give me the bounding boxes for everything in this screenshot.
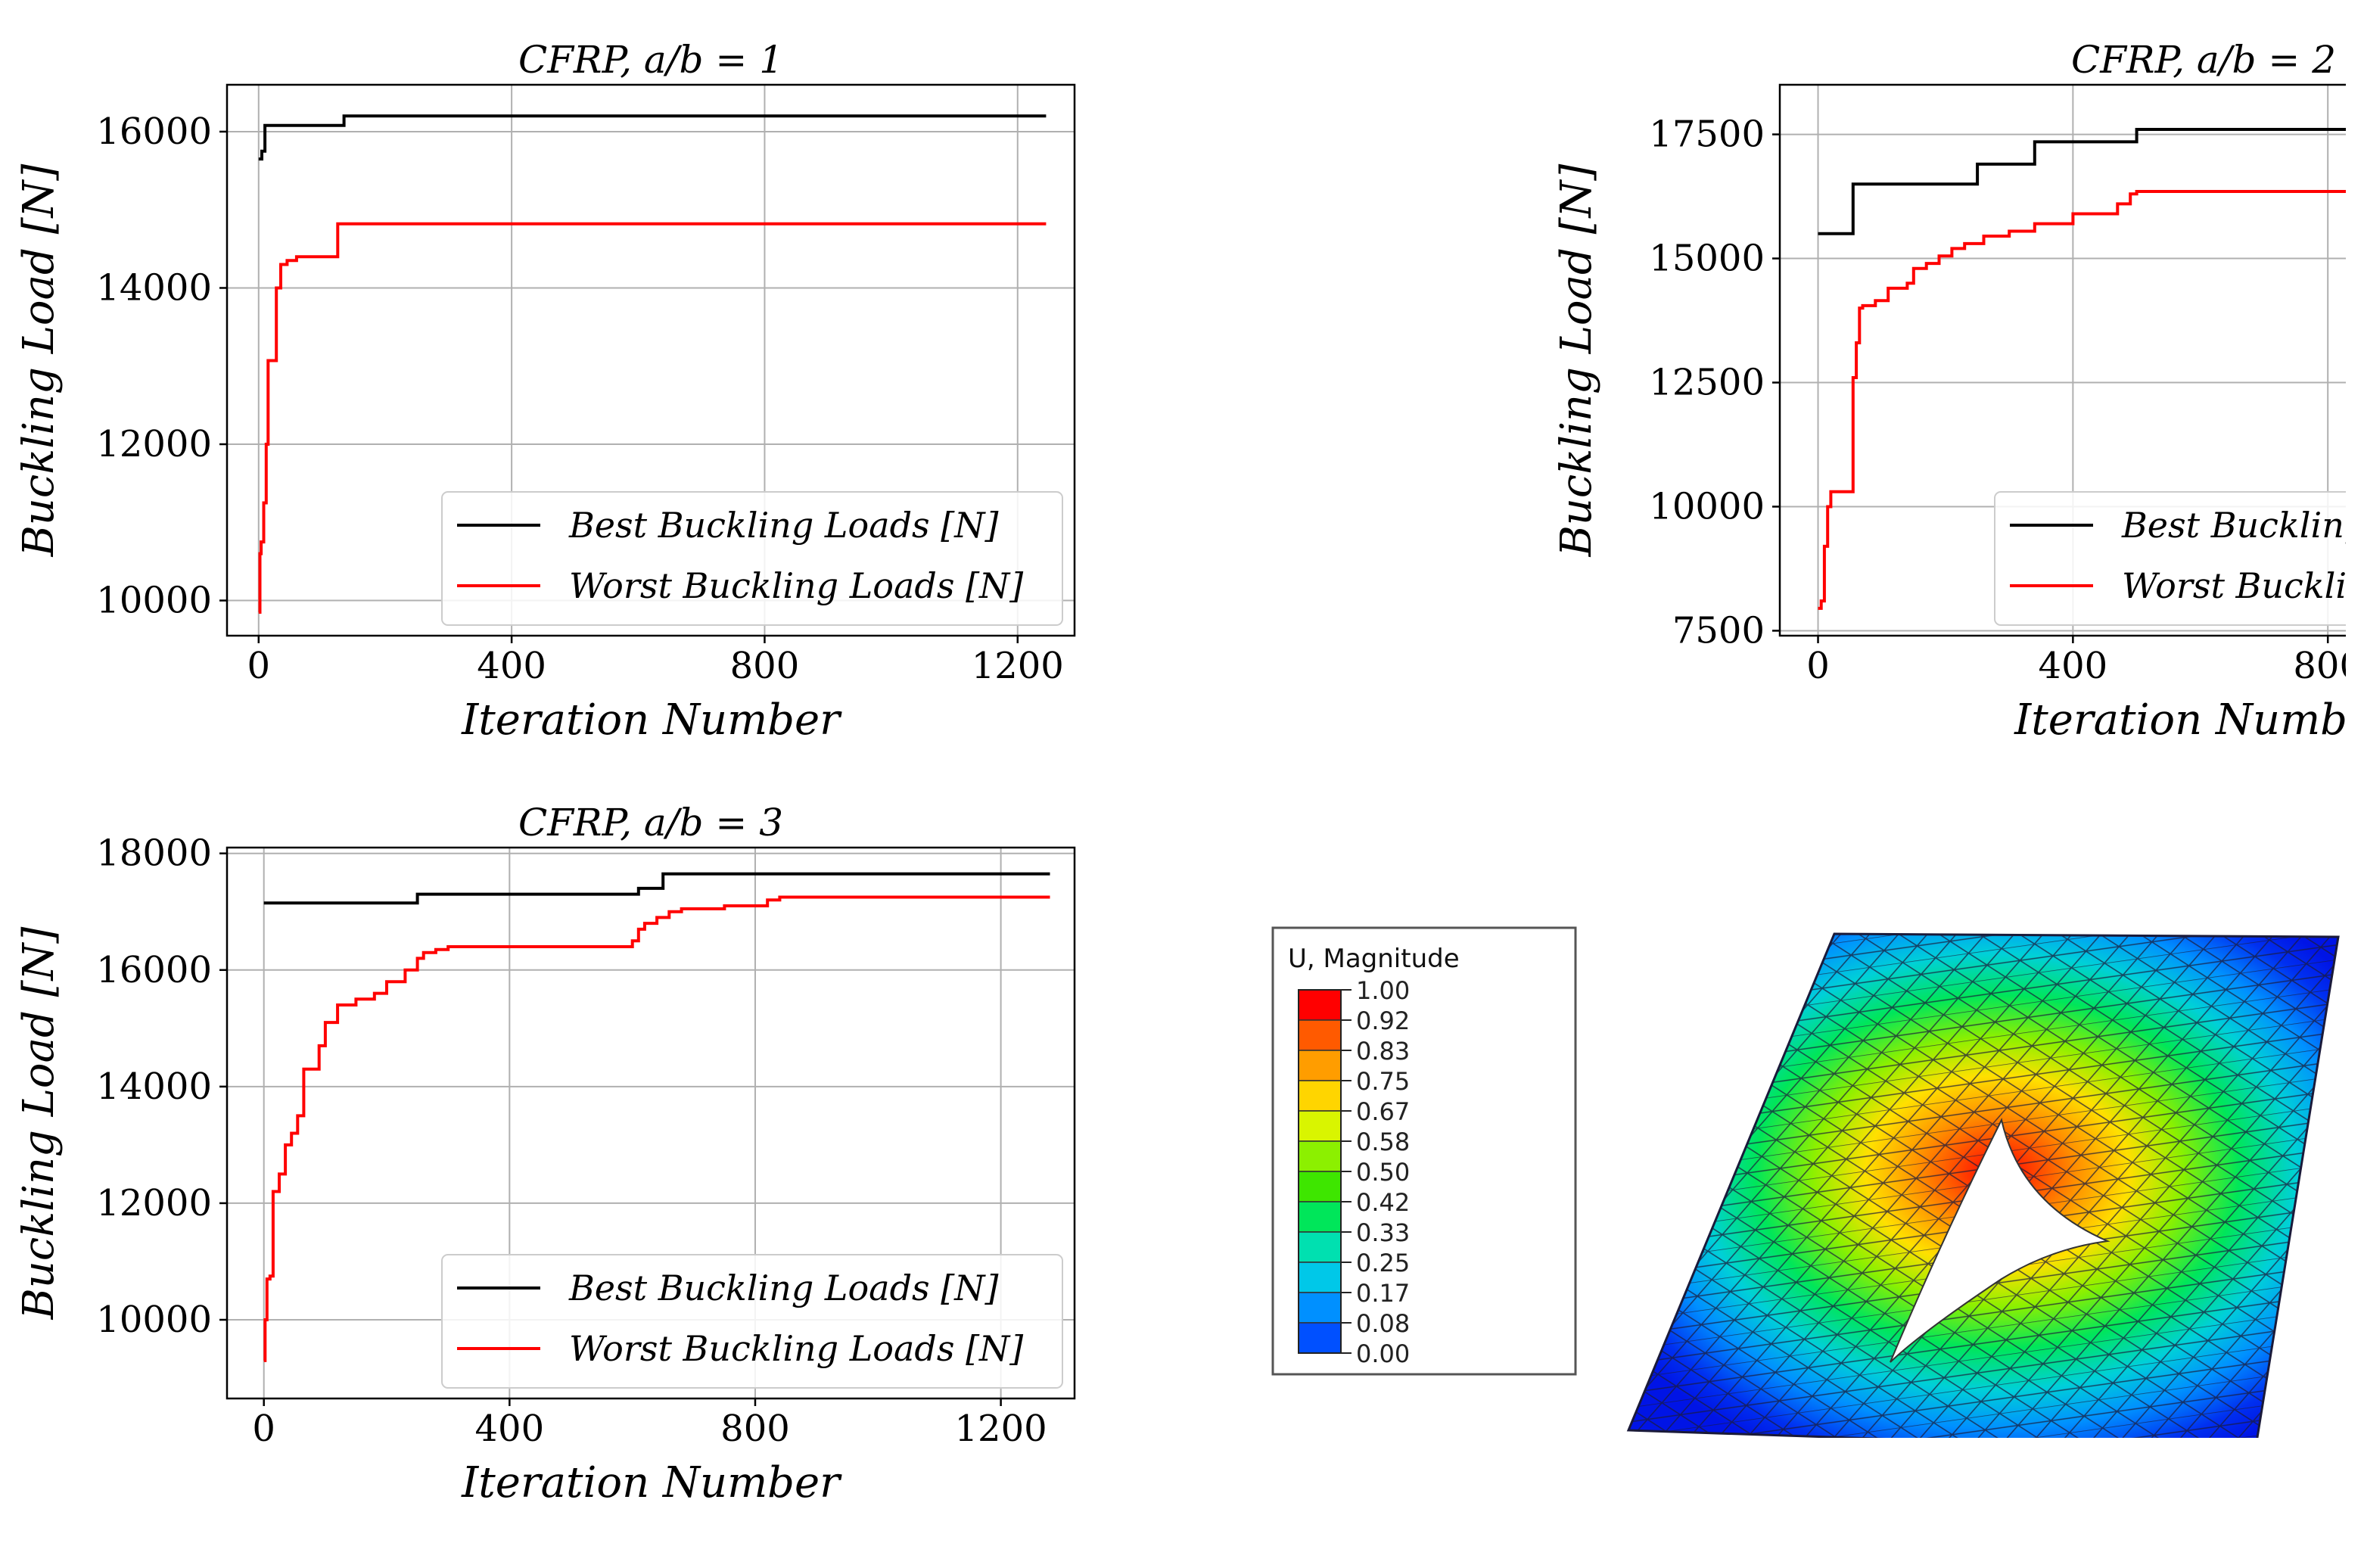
chart-title: CFRP, a/b = 1 <box>518 38 783 82</box>
contour-colorbar: 1.000.920.830.750.670.580.500.420.330.25… <box>1298 976 1410 1368</box>
legend-entry-1: Worst Buckling Loads [N] <box>569 565 1023 606</box>
x-tick-label: 400 <box>475 1408 545 1450</box>
y-tick-label: 7500 <box>1672 609 1765 652</box>
x-tick-label: 0 <box>247 645 271 687</box>
series-line-1 <box>263 895 1050 1362</box>
colorbar-band <box>1298 1140 1342 1172</box>
colorbar-label: 0.92 <box>1356 1006 1410 1035</box>
x-tick-label: 0 <box>252 1408 275 1450</box>
y-tick-label: 16000 <box>96 110 212 153</box>
colorbar-label: 1.00 <box>1356 976 1410 1005</box>
colorbar-band <box>1298 1050 1342 1081</box>
contour-legend-title: U, Magnitude <box>1288 944 1460 974</box>
colorbar-label: 0.08 <box>1356 1309 1410 1338</box>
x-tick-label: 400 <box>2039 645 2108 687</box>
legend-entry-1: Worst Buckling Loads [N] <box>2122 565 2346 606</box>
legend-entry-0: Best Buckling Loads [N] <box>568 505 998 546</box>
fem-contour-panel: U, Magnitude 1.00 0.92 0.83 0.75 0.67 0.58 0.5… <box>1256 908 2346 1453</box>
chart-ab3: 0 400 800 1200 10000 12000 14000 16000 18000 CFRP… <box>14 801 1076 1507</box>
y-tick-label: 12000 <box>96 423 212 465</box>
x-tick-label: 800 <box>2293 645 2346 687</box>
legend-box <box>441 491 1063 626</box>
colorbar-band <box>1298 1201 1342 1233</box>
colorbar-label: 0.25 <box>1356 1249 1410 1277</box>
series-line-0 <box>263 872 1050 905</box>
colorbar-band <box>1298 1262 1342 1293</box>
y-tick-label: 16000 <box>96 949 212 991</box>
axes-frame <box>226 846 1076 1400</box>
deformed-plate <box>1626 932 2340 1453</box>
x-axis-label: Iteration Number <box>461 1458 842 1507</box>
legend-entry-0: Best Buckling Loads [N] <box>2121 505 2346 546</box>
y-tick-label: 15000 <box>1649 238 1765 280</box>
colorbar-label: 0.67 <box>1356 1097 1410 1126</box>
axes-frame <box>226 83 1076 637</box>
colorbar-band <box>1298 1171 1342 1202</box>
chart-title: CFRP, a/b = 3 <box>518 801 783 845</box>
y-tick-label: 10000 <box>1649 485 1765 527</box>
x-tick-label: 800 <box>730 645 800 687</box>
y-tick-label: 14000 <box>96 266 212 309</box>
x-axis-label: Iteration Number <box>461 695 842 745</box>
colorbar-label: 0.17 <box>1356 1279 1410 1308</box>
y-tick-label: 18000 <box>96 832 212 875</box>
y-tick-label: 10000 <box>96 580 212 622</box>
legend-entry-1: Worst Buckling Loads [N] <box>569 1328 1023 1369</box>
chart-panel-ab3: 0 400 800 1200 10000 12000 14000 16000 18000 CFRP… <box>0 787 1105 1544</box>
x-tick-label: 1200 <box>955 1408 1047 1450</box>
chart-ab2: 04008001200750010000125001500017500CFRP,… <box>1552 38 2364 745</box>
colorbar-band <box>1298 1231 1342 1263</box>
chart-ab1: 0 400 800 1200 10000 12000 14000 16000 CFRP, a/b… <box>14 38 1076 745</box>
chart-title: CFRP, a/b = 2 <box>2071 38 2336 82</box>
colorbar-label: 0.42 <box>1356 1188 1410 1217</box>
legend-box <box>441 1254 1063 1389</box>
y-tick-label: 17500 <box>1649 114 1765 156</box>
colorbar-label: 0.50 <box>1356 1158 1410 1187</box>
y-tick-label: 12500 <box>1649 362 1765 404</box>
colorbar-band <box>1298 1019 1342 1051</box>
colorbar-label: 0.58 <box>1356 1128 1410 1156</box>
x-tick-label: 1200 <box>972 645 1064 687</box>
y-axis-label: Buckling Load [N] <box>1552 164 1601 558</box>
legend-entry-0: Best Buckling Loads [N] <box>568 1268 998 1308</box>
axes-frame <box>1778 83 2364 637</box>
colorbar-band <box>1298 1080 1342 1112</box>
series-line-0 <box>1818 128 2364 235</box>
y-axis-label: Buckling Load [N] <box>14 927 64 1321</box>
y-tick-label: 10000 <box>96 1299 212 1341</box>
series-line-1 <box>258 222 1047 614</box>
colorbar-band <box>1298 1292 1342 1324</box>
series-line-1 <box>1818 190 2364 610</box>
colorbar-band <box>1298 1110 1342 1142</box>
x-tick-label: 400 <box>477 645 546 687</box>
series-line-0 <box>258 114 1047 161</box>
colorbar-label: 0.83 <box>1356 1037 1410 1066</box>
fem-contour: U, Magnitude 1.000.920.830.750.670.580.5… <box>1271 926 2340 1453</box>
colorbar-band <box>1298 989 1342 1021</box>
colorbar-band <box>1298 1322 1342 1354</box>
chart-panel-ab1: 0 400 800 1200 10000 12000 14000 16000 CFRP, a/b… <box>0 0 1105 757</box>
chart-panel-ab2: 04008001200750010000125001500017500CFRP,… <box>1180 0 2364 757</box>
colorbar-label: 0.75 <box>1356 1067 1410 1096</box>
colorbar-label: 0.00 <box>1356 1339 1410 1368</box>
x-tick-label: 0 <box>1806 645 1830 687</box>
plate-cutout <box>1890 1118 2110 1363</box>
x-tick-label: 800 <box>720 1408 790 1450</box>
y-axis-label: Buckling Load [N] <box>14 164 64 558</box>
colorbar-label: 0.33 <box>1356 1218 1410 1247</box>
y-tick-label: 14000 <box>96 1066 212 1108</box>
y-tick-label: 12000 <box>96 1182 212 1224</box>
x-axis-label: Iteration Number <box>2014 695 2346 745</box>
